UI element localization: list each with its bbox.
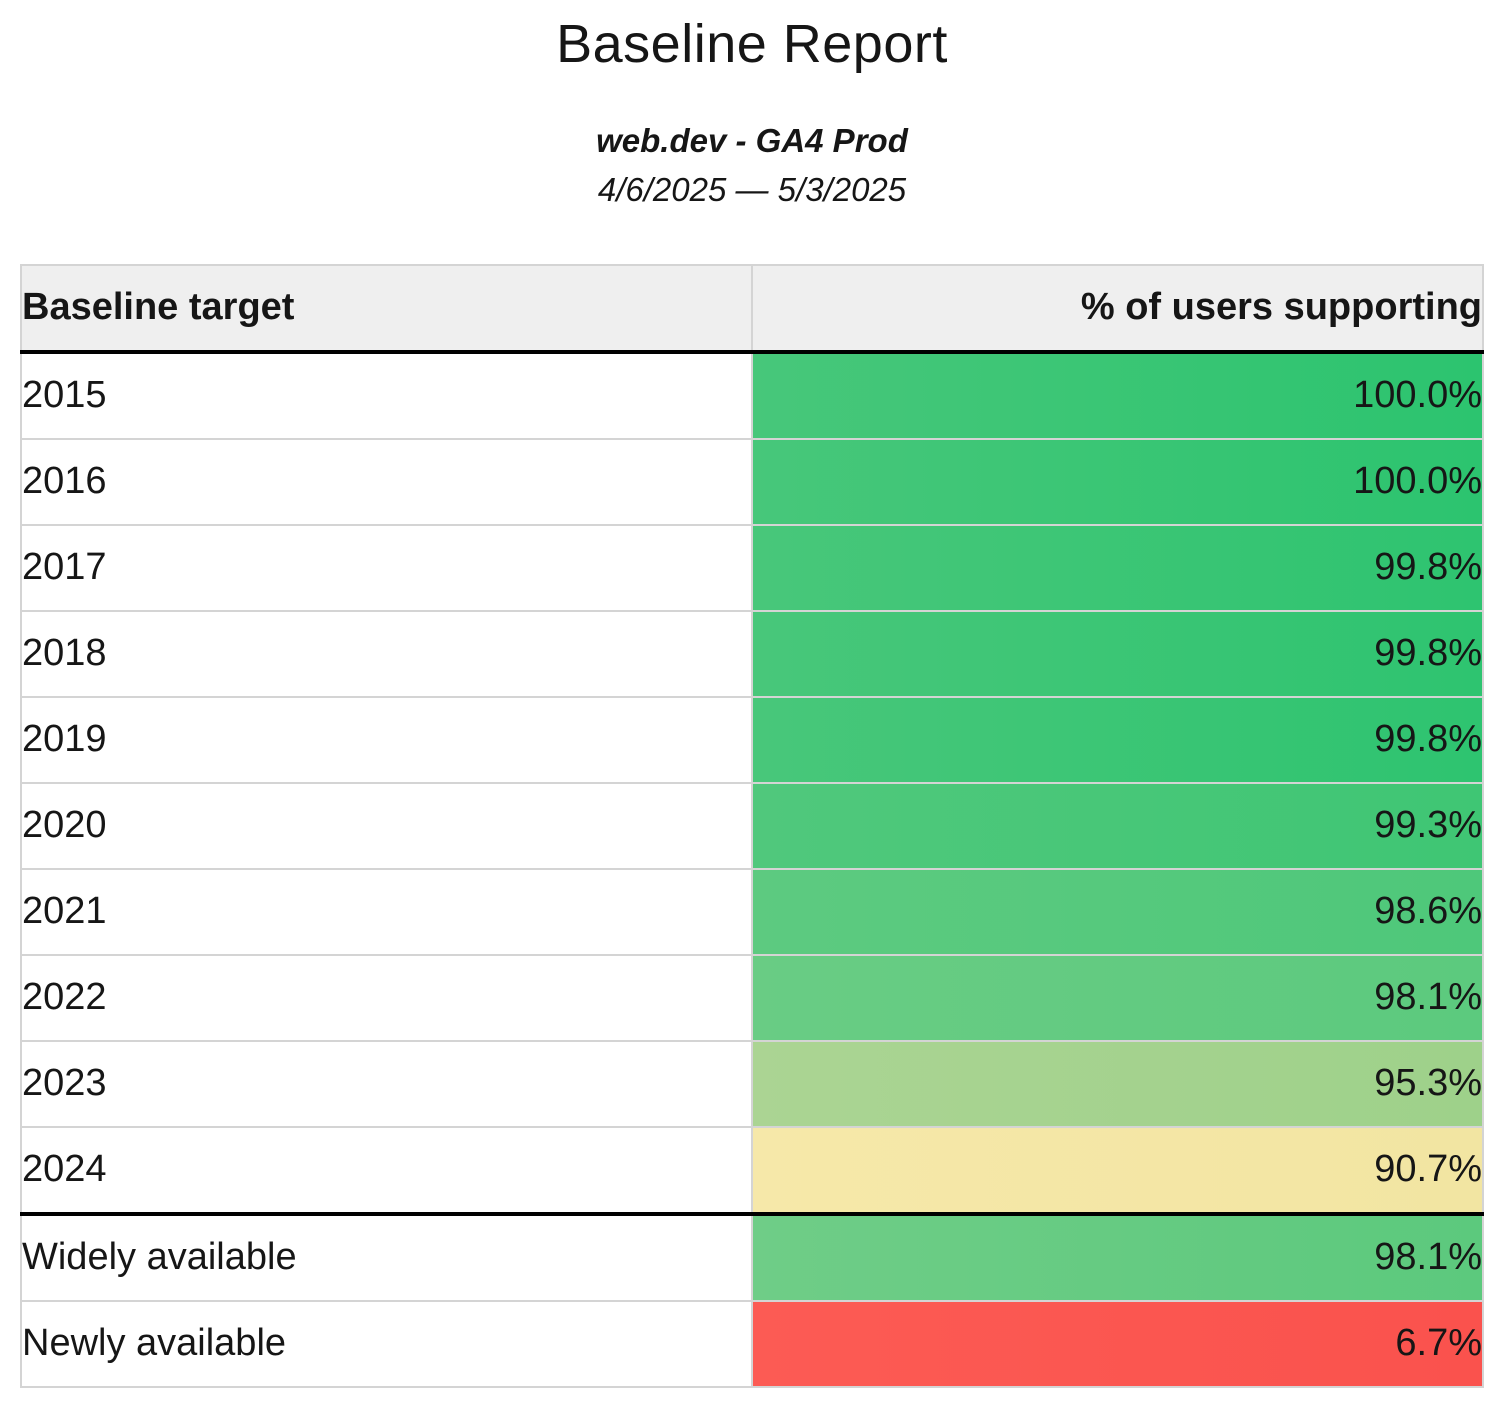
- baseline-target-label: 2020: [20, 781, 753, 870]
- table-row-2016: 2016 100.0%: [20, 437, 1484, 526]
- table-row-2024: 2024 90.7%: [20, 1125, 1484, 1215]
- baseline-target-label: 2023: [20, 1039, 753, 1128]
- table-row-2021: 2021 98.6%: [20, 867, 1484, 956]
- table-row-widely-available: Widely available 98.1%: [20, 1211, 1484, 1302]
- report-date-range: 4/6/2025 — 5/3/2025: [597, 171, 907, 209]
- percent-supporting-value: 99.8%: [751, 609, 1484, 698]
- percent-supporting-value: 99.8%: [751, 695, 1484, 784]
- column-header-percent-users-supporting: % of users supporting: [751, 263, 1484, 354]
- baseline-target-label: 2019: [20, 695, 753, 784]
- table-row-2023: 2023 95.3%: [20, 1039, 1484, 1128]
- percent-supporting-value: 100.0%: [751, 349, 1484, 440]
- baseline-target-label: Widely available: [20, 1211, 753, 1302]
- percent-supporting-value: 99.3%: [751, 781, 1484, 870]
- table-row-2018: 2018 99.8%: [20, 609, 1484, 698]
- percent-supporting-value: 100.0%: [751, 437, 1484, 526]
- percent-supporting-value: 95.3%: [751, 1039, 1484, 1128]
- percent-supporting-value: 98.1%: [751, 1211, 1484, 1302]
- table-row-2022: 2022 98.1%: [20, 953, 1484, 1042]
- baseline-target-label: 2015: [20, 349, 753, 440]
- baseline-target-label: 2021: [20, 867, 753, 956]
- baseline-target-label: 2018: [20, 609, 753, 698]
- percent-supporting-value: 90.7%: [751, 1125, 1484, 1215]
- percent-supporting-value: 99.8%: [751, 523, 1484, 612]
- page-title: Baseline Report: [556, 14, 948, 74]
- percent-supporting-value: 98.6%: [751, 867, 1484, 956]
- baseline-target-label: Newly available: [20, 1299, 753, 1388]
- baseline-target-label: 2017: [20, 523, 753, 612]
- table-header-row: Baseline target % of users supporting: [20, 263, 1484, 354]
- column-header-baseline-target: Baseline target: [20, 263, 753, 354]
- baseline-target-label: 2022: [20, 953, 753, 1042]
- baseline-target-label: 2024: [20, 1125, 753, 1215]
- baseline-support-table: Baseline target % of users supporting 20…: [20, 263, 1484, 1388]
- table-row-2020: 2020 99.3%: [20, 781, 1484, 870]
- baseline-target-label: 2016: [20, 437, 753, 526]
- table-row-2017: 2017 99.8%: [20, 523, 1484, 612]
- table-row-2019: 2019 99.8%: [20, 695, 1484, 784]
- percent-supporting-value: 98.1%: [751, 953, 1484, 1042]
- report-property-name: web.dev - GA4 Prod: [596, 121, 908, 159]
- table-row-2015: 2015 100.0%: [20, 349, 1484, 440]
- percent-supporting-value: 6.7%: [751, 1299, 1484, 1388]
- table-row-newly-available: Newly available 6.7%: [20, 1299, 1484, 1388]
